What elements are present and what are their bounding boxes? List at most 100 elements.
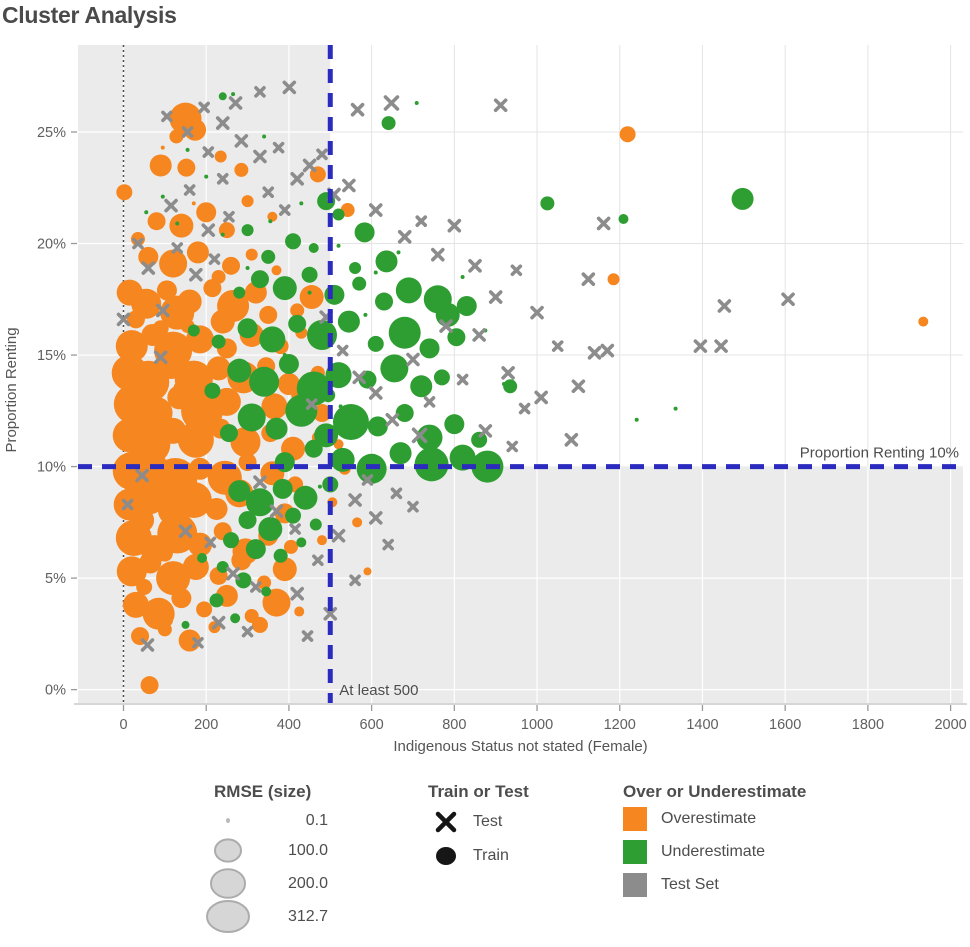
data-point [129,476,168,515]
test-point [385,412,400,427]
test-point [198,101,210,114]
data-point [227,358,252,383]
test-point [382,538,394,551]
test-point [423,396,436,408]
data-point [456,295,477,316]
test-point [269,504,284,518]
data-point [395,277,422,304]
data-point [272,276,297,301]
data-point [282,353,287,358]
test-point [290,586,304,601]
data-point [271,265,282,276]
test-point [534,390,548,405]
test-point [178,524,193,539]
test-point [587,346,602,360]
data-point [290,303,305,318]
data-point [144,210,149,215]
data-point [414,100,419,105]
data-point [147,212,166,231]
data-point [211,334,226,349]
page-title: Cluster Analysis [2,2,177,28]
data-point [435,379,440,384]
test-point [282,80,297,95]
data-point [354,222,375,243]
test-point [781,292,795,307]
test-point [383,95,400,111]
test-point [406,352,420,367]
data-point [363,312,368,317]
legend-item-label: Train [473,847,509,864]
y-tick-label: 25% [37,125,66,141]
test-point [501,366,515,380]
data-point [540,196,555,211]
test-point [250,581,262,593]
y-tick-label: 5% [45,571,66,587]
test-point [278,204,291,216]
data-point [245,539,266,560]
test-point [352,370,367,385]
legend-item-label: 100.0 [287,841,328,859]
test-point [596,216,611,231]
data-point [136,579,153,596]
test-point [350,102,365,117]
data-point [338,404,343,409]
data-point [471,431,488,448]
test-point [714,339,728,353]
data-point [220,232,225,237]
data-point [218,92,227,101]
data-point [228,480,251,503]
data-point [332,208,345,221]
data-point [324,284,345,305]
data-point [222,256,241,275]
data-point [410,319,415,324]
data-point [160,194,165,199]
test-point [348,493,362,507]
test-point [226,566,240,581]
test-point [693,339,708,353]
test-point [192,636,204,649]
y-tick-label: 10% [37,460,66,476]
x-tick-label: 1800 [852,717,884,733]
axis-ticks [71,131,952,711]
test-point [564,433,579,447]
test-point [183,184,196,196]
series-underestimate [144,92,754,629]
data-point [381,116,396,131]
data-point [171,588,192,609]
test-point [430,247,445,262]
test-point [456,373,469,386]
data-point [257,575,272,590]
test-point [202,146,215,158]
data-point [245,248,258,261]
data-point [336,243,341,248]
test-point [228,96,243,110]
data-point [197,553,208,564]
data-point [272,557,297,582]
scatter-plot: At least 500 Proportion Renting 10% 0 200 40… [3,45,967,755]
test-point [272,141,285,154]
y-tick-label: 0% [45,683,66,699]
test-point [415,215,428,228]
data-point [274,452,295,473]
data-point [196,202,217,223]
data-point [205,497,228,520]
test-point [204,536,217,549]
test-point [116,312,131,327]
data-point [122,591,149,618]
test-point [368,386,383,400]
test-point [140,638,155,652]
test-point [342,178,356,193]
test-point [301,630,314,642]
test-point [581,272,596,287]
legend-item-label: Test Set [661,876,719,893]
test-point [135,468,149,483]
test-point [336,344,349,357]
data-point [307,290,312,295]
data-point [410,375,433,398]
test-point [155,303,170,318]
legend-item-label: 312.7 [287,907,328,925]
data-point [115,330,148,363]
data-point [138,246,159,267]
data-point [388,316,421,349]
data-point [231,92,236,97]
